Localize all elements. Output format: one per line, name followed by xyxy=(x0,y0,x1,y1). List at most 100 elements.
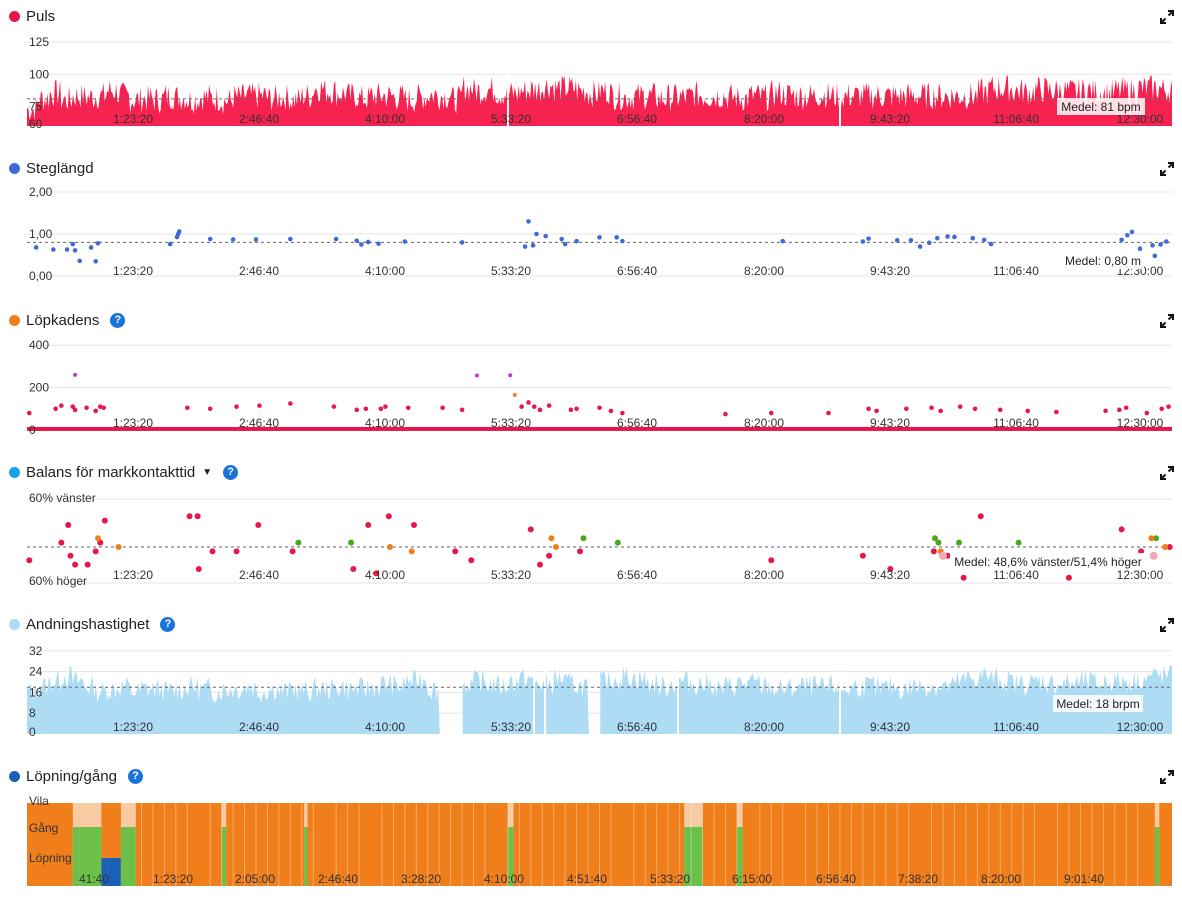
data-point xyxy=(53,406,58,412)
panel-title-lopning-gang: Löpning/gång? xyxy=(9,766,143,786)
data-point xyxy=(866,236,871,241)
data-point xyxy=(95,240,101,246)
steglangd-chart: 2,00 1,00 0,00 1:23:20 2:46:40 4:10:00 5:33:20… xyxy=(27,185,1172,283)
help-icon[interactable]: ? xyxy=(160,616,176,632)
data-point xyxy=(51,247,56,252)
data-point xyxy=(363,406,369,412)
data-point xyxy=(1103,408,1108,414)
panel-title-puls: Puls xyxy=(9,6,55,26)
mean-label-bg xyxy=(950,553,1146,570)
data-point xyxy=(543,233,548,239)
series-area xyxy=(27,664,1172,734)
x-tick-label: 5:33:20 xyxy=(491,416,531,430)
series-area xyxy=(27,74,1172,126)
x-tick-label: 6:15:00 xyxy=(732,872,772,886)
data-point xyxy=(1152,253,1158,259)
data-point xyxy=(1065,574,1072,581)
x-tick-label: 12:30:00 xyxy=(1117,568,1164,582)
data-point xyxy=(209,548,216,555)
data-point xyxy=(1138,548,1145,555)
data-point xyxy=(1137,246,1143,251)
data-point xyxy=(459,240,465,245)
x-tick-label: 9:43:20 xyxy=(870,416,910,430)
data-point xyxy=(894,238,900,243)
data-point xyxy=(956,539,963,546)
data-point xyxy=(94,535,101,542)
data-point xyxy=(945,234,950,239)
andning-title: Andningshastighet xyxy=(26,615,150,633)
x-tick-label: 8:20:00 xyxy=(981,872,1021,886)
data-point xyxy=(960,574,967,581)
expand-icon[interactable] xyxy=(1160,770,1174,784)
x-tick-label: 6:56:40 xyxy=(617,112,657,126)
data-point xyxy=(70,241,76,247)
x-tick-label: 8:20:00 xyxy=(744,568,784,582)
x-tick-label: 1:23:20 xyxy=(113,720,153,734)
data-point xyxy=(459,407,465,413)
balans-chart: 60% vänster 60% höger 1:23:20 2:46:40 4:10:0… xyxy=(26,491,1173,588)
data-point xyxy=(526,400,531,405)
help-icon[interactable]: ? xyxy=(223,464,239,480)
x-tick-label: 4:10:00 xyxy=(365,112,405,126)
data-point xyxy=(552,544,559,550)
data-point xyxy=(1129,229,1135,235)
x-tick-label: 9:43:20 xyxy=(870,568,910,582)
y-tick-label: 60 xyxy=(29,117,43,131)
data-point xyxy=(1158,242,1163,247)
x-tick-label: 5:33:20 xyxy=(491,720,531,734)
data-point xyxy=(1117,407,1122,413)
x-tick-label: 11:06:40 xyxy=(993,416,1039,430)
expand-icon[interactable] xyxy=(1160,466,1174,480)
expand-icon[interactable] xyxy=(1160,162,1174,176)
data-point xyxy=(92,548,99,555)
data-point xyxy=(952,234,957,240)
dropdown-caret-icon[interactable]: ▼ xyxy=(202,466,213,478)
y-tick-label: 60% vänster xyxy=(29,491,96,505)
x-tick-label: 8:20:00 xyxy=(744,264,784,278)
x-tick-label: 12:30:00 xyxy=(1117,112,1164,126)
puls-title: Puls xyxy=(26,7,56,25)
expand-icon[interactable] xyxy=(1160,314,1174,328)
y-tick-label: 24 xyxy=(29,665,43,679)
data-point xyxy=(408,548,415,555)
data-point xyxy=(195,566,202,572)
data-point xyxy=(931,535,938,542)
x-tick-label: 1:23:20 xyxy=(113,416,153,430)
panel-lopkadens: Löpkadens? 400 200 0 1:23:20 2:46:40 4:10:00 5… xyxy=(0,304,1182,456)
expand-icon[interactable] xyxy=(1160,618,1174,632)
x-tick-label: 4:10:00 xyxy=(365,568,405,582)
data-point xyxy=(546,552,553,559)
data-point xyxy=(72,407,78,413)
data-point xyxy=(101,517,108,524)
data-point xyxy=(780,238,785,244)
balans-legend-dot xyxy=(9,466,20,478)
data-point xyxy=(536,561,543,568)
x-tick-label: 6:56:40 xyxy=(617,264,657,278)
lopkadens-title: Löpkadens xyxy=(26,311,100,329)
data-point xyxy=(253,237,259,242)
help-icon[interactable]: ? xyxy=(110,312,126,328)
x-tick-label: 2:46:40 xyxy=(239,112,279,126)
x-tick-label: 11:06:40 xyxy=(993,112,1039,126)
y-tick-label: 1,00 xyxy=(29,227,53,241)
gang-segment xyxy=(304,827,308,886)
help-icon[interactable]: ? xyxy=(127,768,143,784)
data-point xyxy=(1166,544,1173,550)
data-point xyxy=(234,404,239,409)
mean-label-bg xyxy=(1062,252,1144,269)
data-point xyxy=(859,552,866,559)
x-tick-label: 6:56:40 xyxy=(816,872,856,886)
data-point xyxy=(981,237,987,243)
gang-segment xyxy=(507,827,514,886)
data-point xyxy=(908,238,914,243)
expand-icon[interactable] xyxy=(1160,10,1174,24)
x-tick-label: 12:30:00 xyxy=(1117,416,1164,430)
lopning-gang-legend-dot xyxy=(9,770,20,782)
gang-segment xyxy=(120,827,136,886)
x-tick-label: 1:23:20 xyxy=(153,872,193,886)
data-point xyxy=(522,244,528,249)
data-point xyxy=(1163,239,1169,244)
y-tick-label: 75 xyxy=(29,100,43,114)
x-tick-label: 11:06:40 xyxy=(993,264,1039,278)
data-point xyxy=(930,548,937,555)
